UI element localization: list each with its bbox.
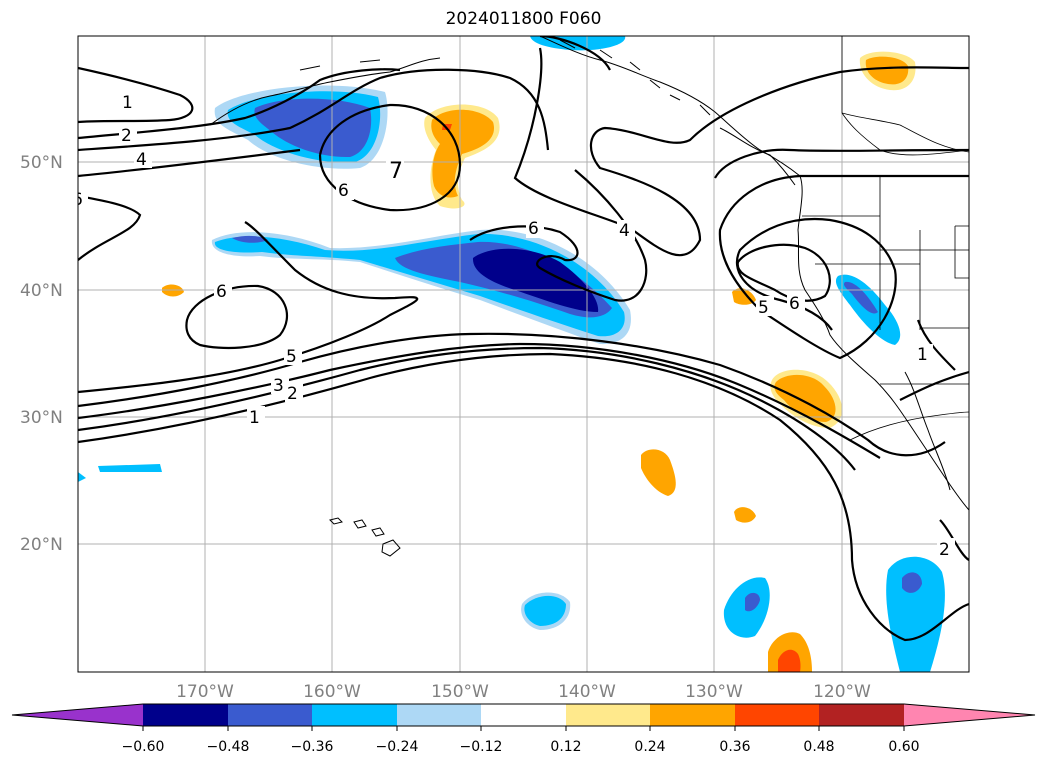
contour-labels: 1 2 4 6 7 6 6 4 5 6 5 3 2 1 bbox=[72, 91, 955, 560]
map-title: 2024011800 F060 bbox=[445, 9, 602, 29]
coastlines bbox=[209, 36, 969, 557]
contour-label: 1 bbox=[249, 408, 260, 428]
colorbar-ticks bbox=[142, 726, 905, 731]
contour-label: 6 bbox=[338, 181, 349, 201]
pressure-contours bbox=[78, 36, 969, 642]
lat-label: 20°N bbox=[20, 535, 63, 555]
colorbar-label: −0.36 bbox=[291, 739, 334, 755]
lon-label: 160°W bbox=[303, 682, 361, 702]
contour-label: 6 bbox=[72, 190, 83, 210]
colorbar-label: 0.60 bbox=[888, 739, 919, 755]
colorbar-extend-high bbox=[904, 704, 1035, 726]
colorbar-segment bbox=[650, 704, 735, 726]
colorbar: −0.60 −0.48 −0.36 −0.24 −0.12 0.12 0.24 … bbox=[11, 703, 1036, 755]
contour-label: 2 bbox=[287, 384, 298, 404]
map-frame bbox=[77, 35, 970, 673]
colorbar-segment bbox=[143, 704, 228, 726]
lat-label: 30°N bbox=[20, 408, 63, 428]
colorbar-segment bbox=[566, 704, 650, 726]
contour-label: 4 bbox=[136, 150, 147, 170]
contour-label: 1 bbox=[917, 345, 928, 365]
colorbar-label: 0.12 bbox=[550, 739, 581, 755]
contour-label: 5 bbox=[286, 347, 297, 367]
contour-label: 7 bbox=[389, 159, 403, 184]
map-content: 1 2 4 6 7 6 6 4 5 6 5 3 2 1 bbox=[72, 36, 969, 672]
longitude-labels: 170°W 160°W 150°W 140°W 130°W 120°W bbox=[176, 682, 871, 702]
lon-label: 150°W bbox=[431, 682, 489, 702]
lon-label: 140°W bbox=[558, 682, 616, 702]
colorbar-label: −0.24 bbox=[376, 739, 419, 755]
lat-label: 50°N bbox=[20, 153, 63, 173]
colorbar-label: 0.24 bbox=[634, 739, 665, 755]
contour-label: 2 bbox=[939, 540, 950, 560]
colorbar-extend-low bbox=[12, 704, 143, 726]
lat-label: 40°N bbox=[20, 281, 63, 301]
latitude-labels: 50°N 40°N 30°N 20°N bbox=[20, 153, 63, 555]
contour-label: 2 bbox=[121, 126, 132, 146]
lon-label: 170°W bbox=[176, 682, 234, 702]
contour-label: 6 bbox=[789, 294, 800, 314]
colorbar-segment bbox=[397, 704, 481, 726]
colorbar-segment bbox=[312, 704, 397, 726]
contour-label: 1 bbox=[122, 93, 133, 113]
colorbar-label: 0.48 bbox=[803, 739, 834, 755]
lon-label: 130°W bbox=[685, 682, 743, 702]
colorbar-segment bbox=[819, 704, 904, 726]
contour-label: 3 bbox=[273, 376, 284, 396]
colorbar-segment bbox=[481, 704, 566, 726]
colorbar-segment bbox=[228, 704, 312, 726]
contour-label: 4 bbox=[619, 221, 630, 241]
country-borders bbox=[802, 36, 969, 441]
colorbar-label: 0.36 bbox=[719, 739, 750, 755]
contour-label: 6 bbox=[528, 219, 539, 239]
negative-anomaly-shading bbox=[78, 36, 945, 672]
colorbar-label: −0.12 bbox=[460, 739, 503, 755]
colorbar-label: −0.60 bbox=[122, 739, 165, 755]
contour-label: 6 bbox=[216, 282, 227, 302]
colorbar-label: −0.48 bbox=[207, 739, 250, 755]
positive-anomaly-shading bbox=[162, 51, 916, 672]
contour-label: 5 bbox=[758, 298, 769, 318]
lon-label: 120°W bbox=[813, 682, 871, 702]
colorbar-segment bbox=[735, 704, 819, 726]
